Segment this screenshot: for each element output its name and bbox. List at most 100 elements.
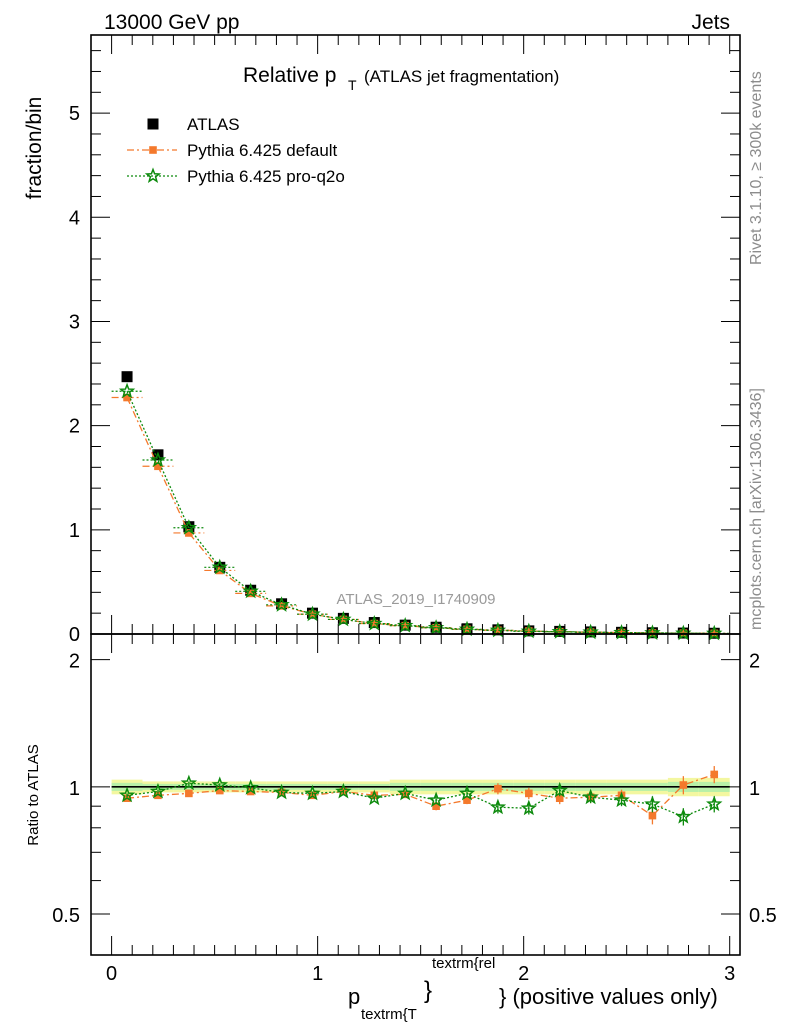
data-point [525,627,533,635]
data-point [304,605,321,622]
legend: ATLAS Pythia 6.425 default Pythia 6.425 … [127,115,345,186]
data-point [185,529,193,537]
data-point [123,393,131,402]
ratio-point [215,786,224,795]
ratio-point [185,789,193,798]
ratio-point [551,781,568,798]
legend-marker-pythia-6-425-default [127,146,177,154]
ratio-point [211,776,228,793]
ratio-point [154,791,162,800]
main-title: Relative p T (ATLAS jet fragmentation) [243,64,559,93]
header-energy: 13000 GeV pp [104,11,239,34]
header-jets: Jets [691,11,730,34]
ratio-point [180,774,198,791]
ratio-point [525,789,533,798]
x-label-rest: } (positive values only) [499,984,718,1009]
main-panel: 0 1 2 3 4 5 fraction/bin Relative p T (ATLAS … [23,34,741,646]
ratio-y-tick-label-right: 2 [749,651,760,673]
data-point [648,629,657,637]
legend-symbol [147,118,159,130]
data-point [273,596,290,612]
data-point [118,382,136,399]
ratio-y-axis-label: Ratio to ATLAS [25,744,42,845]
ratio-line [126,773,715,817]
ratio-point [463,796,471,804]
ratio-point [555,794,564,803]
ratio-panel: 0.5 0.5 1 1 2 2 0 1 2 3 Ratio to ATLAS p textrm{… [25,633,777,1023]
data-point [370,619,379,628]
main-y-tick-label: 5 [69,103,80,125]
main-y-tick-label: 1 [69,520,80,542]
title-subscript: T [348,77,357,93]
data-point [149,451,167,468]
data-point [277,602,286,610]
x-tick-label: 0 [106,963,117,985]
main-y-tick-label: 2 [69,416,80,438]
title-main-text: Relative p [243,64,336,87]
ratio-point [427,791,445,808]
ratio-point [242,779,259,795]
legend-label-pythia-default: Pythia 6.425 default [187,141,338,160]
ratio-point [432,802,440,810]
ratio-point [710,770,719,779]
ratio-frame [90,633,741,956]
ratio-y-tick-label-right: 0.5 [749,905,777,927]
legend-label-pythia-pro-q2o: Pythia 6.425 pro-q2o [187,167,345,186]
data-point [401,621,409,630]
legend-symbol [144,167,162,183]
ratio-point [489,798,507,815]
data-point [211,558,228,575]
analysis-watermark: ATLAS_2019_I1740909 [336,591,495,608]
ratio-point [118,786,136,803]
x-label-subscript: textrm{T [361,1006,417,1023]
data-point [366,614,383,631]
ratio-y-tick-label-right: 1 [749,778,760,800]
ratio-point [149,782,167,799]
data-point [617,628,626,637]
ratio-point [494,784,502,793]
ratio-point [582,788,599,805]
ratio-point [613,791,630,808]
data-point [242,582,259,599]
ratio-point [273,783,290,800]
data-point [335,610,352,627]
legend-symbol [149,146,157,154]
x-tick-label: 3 [724,963,735,985]
data-point [121,371,133,383]
main-y-tick-label: 4 [69,207,80,229]
data-point [180,519,198,535]
ratio-series-pythia-6-425-pro-q2o [118,774,723,826]
ratio-point [706,795,723,812]
main-y-tick-label: 3 [69,311,80,333]
x-axis-label: p textrm{T } textrm{rel } (positive valu… [348,955,718,1023]
ratio-point [458,784,476,801]
ratio-point [520,799,538,816]
data-point [494,626,502,635]
main-y-tick-label: 0 [69,624,80,646]
ratio-line [126,782,715,818]
ratio-point [675,808,692,824]
ratio-point [679,781,688,789]
mcplots-label: mcplots.cern.ch [arXiv:1306.3436] [748,388,765,630]
ratio-point [246,787,255,796]
ratio-y-tick-label: 1 [69,778,80,800]
ratio-point [304,784,321,801]
x-label-p: p [348,984,360,1009]
ratio-y-tick-label: 0.5 [52,905,80,927]
ratio-y-tick-label: 2 [69,651,80,673]
x-tick-label: 2 [518,963,529,985]
main-y-axis-label: fraction/bin [23,97,46,200]
legend-label-atlas: ATLAS [187,115,240,134]
title-rest: (ATLAS jet fragmentation) [364,67,559,86]
data-point [396,617,414,633]
ratio-point [366,789,383,806]
ratio-point [335,782,352,799]
ratio-series-pythia-6-425-default [123,766,719,825]
ratio-point [644,795,661,812]
x-label-superscript: textrm{rel [432,955,495,972]
data-point [154,462,162,471]
ratio-point [370,791,379,800]
ratio-point [396,784,414,801]
x-tick-label: 1 [312,963,323,985]
